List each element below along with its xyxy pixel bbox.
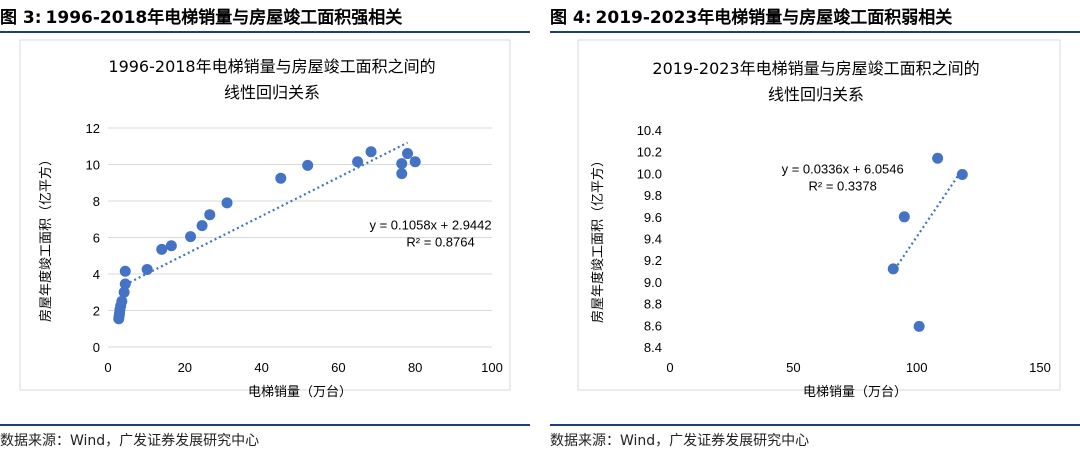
data-point [275,172,287,184]
y-tick-label: 10 [86,158,100,173]
source-note: 数据来源：Wind，广发证券发展研究中心 [550,433,810,449]
figure-number: 图 3: [0,7,42,28]
x-tick-label: 80 [408,360,422,375]
data-point [365,146,377,158]
y-tick-label: 8.6 [644,318,662,333]
heading-rule [550,31,1080,33]
y-tick-label: 9.2 [644,253,662,268]
data-point [396,168,408,180]
trendline [124,141,409,286]
figure-panel-right: 图 4: 2019-2023年电梯销量与房屋竣工面积弱相关 2019-2023年… [550,0,1080,464]
y-tick-label: 10.2 [637,145,662,160]
x-tick-label: 0 [104,360,111,375]
x-tick-label: 150 [1029,360,1051,375]
source-rule [550,424,1080,426]
figure-title: 1996-2018年电梯销量与房屋竣工面积强相关 [45,7,403,28]
data-point [898,211,910,223]
x-tick-label: 100 [481,360,503,375]
data-point [402,148,414,160]
data-point [118,286,130,298]
chart-frame [577,39,1061,391]
y-tick-label: 9.8 [644,188,662,203]
heading-rule [0,31,530,33]
x-tick-label: 20 [178,360,192,375]
y-axis-label: 房屋年度竣工面积（亿平方） [590,154,606,323]
data-point [887,263,899,275]
data-point [165,240,177,252]
x-tick-label: 0 [666,360,673,375]
figure-heading: 图 4: 2019-2023年电梯销量与房屋竣工面积弱相关 [550,0,1080,30]
y-tick-label: 2 [93,304,100,319]
y-tick-label: 4 [93,267,100,282]
data-point [196,220,208,232]
y-axis-label: 房屋年度竣工面积（亿平方） [38,153,54,322]
trendline [891,168,964,274]
chart-title-line: 线性回归关系 [224,83,320,102]
chart-title-line: 线性回归关系 [768,85,864,104]
chart-title-line: 1996-2018年电梯销量与房屋竣工面积之间的 [108,57,435,76]
data-point [119,278,131,290]
x-tick-label: 50 [786,360,800,375]
chart-frame [19,39,511,391]
data-point [913,320,925,332]
r-squared-label: R² = 0.3378 [809,178,877,193]
y-tick-label: 10.4 [637,123,662,138]
data-point [352,156,364,168]
data-point [396,158,408,170]
regression-equation: y = 0.0336x + 6.0546 [782,161,904,176]
chart-title-line: 2019-2023年电梯销量与房屋竣工面积之间的 [652,59,979,78]
y-tick-label: 8.4 [644,340,662,355]
data-point [119,265,131,277]
y-tick-label: 8 [93,194,100,209]
y-tick-label: 9.0 [644,275,662,290]
y-tick-label: 12 [86,121,100,136]
data-point [409,156,421,168]
regression-equation: y = 0.1058x + 2.9442 [369,217,491,232]
data-point [141,263,153,275]
y-tick-label: 8.8 [644,297,662,312]
r-squared-label: R² = 0.8764 [406,234,474,249]
x-tick-label: 40 [254,360,268,375]
data-point [221,197,233,209]
x-axis-label: 电梯销量（万台） [248,385,352,400]
data-point [956,168,968,180]
figure-title: 2019-2023年电梯销量与房屋竣工面积弱相关 [595,7,953,28]
x-axis-label: 电梯销量（万台） [803,385,907,400]
x-tick-label: 60 [331,360,345,375]
y-tick-label: 10.0 [637,166,662,181]
data-point [156,243,168,255]
data-point [932,152,944,164]
y-tick-label: 0 [93,340,100,355]
data-point [204,209,216,221]
source-rule [0,424,530,426]
y-tick-label: 9.4 [644,232,662,247]
data-point [185,231,197,243]
data-point [116,295,128,307]
x-tick-label: 100 [906,360,928,375]
data-point [302,159,314,171]
figure-panel-left: 图 3: 1996-2018年电梯销量与房屋竣工面积强相关 1996-2018年… [0,0,530,464]
y-tick-label: 9.6 [644,210,662,225]
source-note: 数据来源：Wind，广发证券发展研究中心 [0,433,260,449]
y-tick-label: 6 [93,231,100,246]
figure-number: 图 4: [550,7,592,28]
figure-heading: 图 3: 1996-2018年电梯销量与房屋竣工面积强相关 [0,0,530,30]
